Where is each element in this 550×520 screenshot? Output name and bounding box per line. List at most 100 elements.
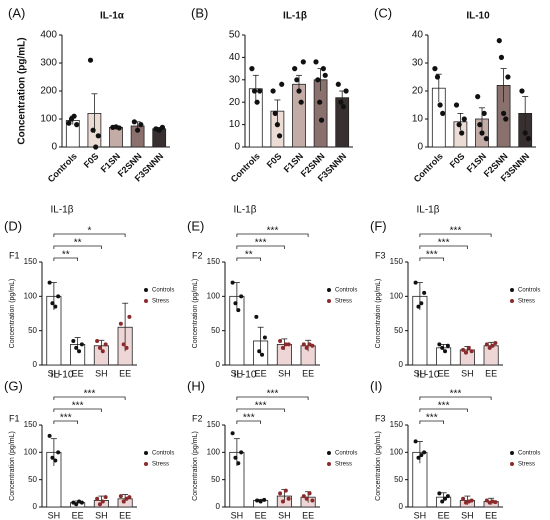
panel-title: IL-1β xyxy=(283,11,307,22)
y-tick-label: 150 xyxy=(24,420,38,429)
data-point xyxy=(230,431,235,436)
x-tick-label: EE xyxy=(255,368,267,378)
significance-bracket xyxy=(236,408,285,412)
y-tick-label: 50 xyxy=(394,475,403,484)
significance-bracket xyxy=(236,396,309,400)
data-point xyxy=(315,77,321,83)
x-tick-label: SH xyxy=(48,368,61,378)
bar xyxy=(109,127,123,148)
bar xyxy=(292,83,306,148)
legend-marker xyxy=(144,462,148,466)
legend-label: Controls xyxy=(518,288,540,294)
y-tick-label: 0 xyxy=(51,142,57,153)
data-point xyxy=(66,120,72,126)
data-point xyxy=(459,130,465,136)
x-tick-label: Controls xyxy=(412,151,445,184)
x-tick-label: EE xyxy=(72,368,84,378)
data-point xyxy=(437,342,442,347)
data-point xyxy=(301,494,306,499)
data-point xyxy=(505,74,511,80)
x-tick-label: EE xyxy=(438,510,450,520)
data-point xyxy=(300,59,306,65)
x-tick-label: SH xyxy=(231,368,244,378)
x-tick-label: F0S xyxy=(265,151,284,170)
panel-label: (B) xyxy=(191,5,208,20)
data-point xyxy=(496,38,502,44)
data-point xyxy=(77,349,82,354)
y-tick-label: 0 xyxy=(417,142,423,153)
y-axis-label: Concentration (pg/mL) xyxy=(192,279,199,349)
data-point xyxy=(493,341,498,346)
data-point xyxy=(71,338,76,343)
panel-title: IL-10 xyxy=(417,370,440,381)
significance-bracket xyxy=(419,245,468,249)
data-point xyxy=(493,500,498,505)
y-tick-label: 50 xyxy=(28,475,37,484)
y-tick-label: 40 xyxy=(229,52,241,63)
significance-bracket xyxy=(53,420,79,424)
data-point xyxy=(283,488,288,493)
data-point xyxy=(95,133,101,139)
data-point xyxy=(121,342,126,347)
data-point xyxy=(74,122,80,128)
data-point xyxy=(254,99,260,105)
data-point xyxy=(47,433,52,438)
data-point xyxy=(239,450,244,455)
significance-bracket xyxy=(236,233,309,237)
data-point xyxy=(127,314,132,319)
data-point xyxy=(498,54,505,61)
y-axis-label: Concentration (pg/mL) xyxy=(375,279,382,349)
y-tick-label: 0 xyxy=(33,502,38,511)
data-point xyxy=(335,81,341,87)
data-point xyxy=(278,338,283,343)
data-point xyxy=(124,345,129,350)
legend-label: Stress xyxy=(518,462,535,468)
data-point xyxy=(416,455,421,460)
legend-marker xyxy=(327,451,331,455)
data-point xyxy=(258,499,263,504)
data-point xyxy=(483,136,489,142)
data-point xyxy=(260,352,265,357)
x-tick-label: SH xyxy=(231,510,244,520)
panel-label: (E) xyxy=(187,218,204,233)
data-point xyxy=(453,102,460,108)
generation-label: F1 xyxy=(9,250,20,260)
significance-label: *** xyxy=(60,413,72,424)
data-point xyxy=(283,342,288,347)
legend-label: Stress xyxy=(518,299,535,305)
data-point xyxy=(100,499,105,504)
x-tick-label: SH xyxy=(414,368,427,378)
data-point xyxy=(434,74,441,80)
data-point xyxy=(413,280,418,285)
legend-marker xyxy=(510,288,514,292)
data-point xyxy=(304,345,309,350)
y-tick-label: 100 xyxy=(24,447,38,456)
generation-label: F2 xyxy=(192,413,203,423)
significance-label: *** xyxy=(267,389,279,400)
panel-label: (A) xyxy=(8,5,25,20)
y-tick-label: 0 xyxy=(216,502,221,511)
x-tick-label: EE xyxy=(485,510,497,520)
data-point xyxy=(313,59,319,65)
x-tick-label: SH xyxy=(414,510,427,520)
y-tick-label: 100 xyxy=(390,291,404,300)
x-tick-label: Controls xyxy=(46,151,79,184)
significance-label: *** xyxy=(267,226,279,237)
data-point xyxy=(487,345,492,350)
panel-label: (H) xyxy=(187,378,205,393)
significance-bracket xyxy=(236,245,285,249)
data-point xyxy=(490,343,495,348)
legend-label: Stress xyxy=(152,299,169,305)
x-tick-label: F0S xyxy=(448,151,467,170)
data-point xyxy=(118,321,123,326)
data-point xyxy=(422,290,427,295)
data-point xyxy=(50,455,55,460)
data-point xyxy=(74,345,79,350)
data-point xyxy=(95,338,100,343)
x-tick-label: SH xyxy=(461,510,474,520)
data-point xyxy=(320,66,326,72)
legend-marker xyxy=(327,288,331,292)
legend-label: Stress xyxy=(152,462,169,468)
legend-marker xyxy=(327,462,331,466)
panel-title: IL-10 xyxy=(234,370,257,381)
